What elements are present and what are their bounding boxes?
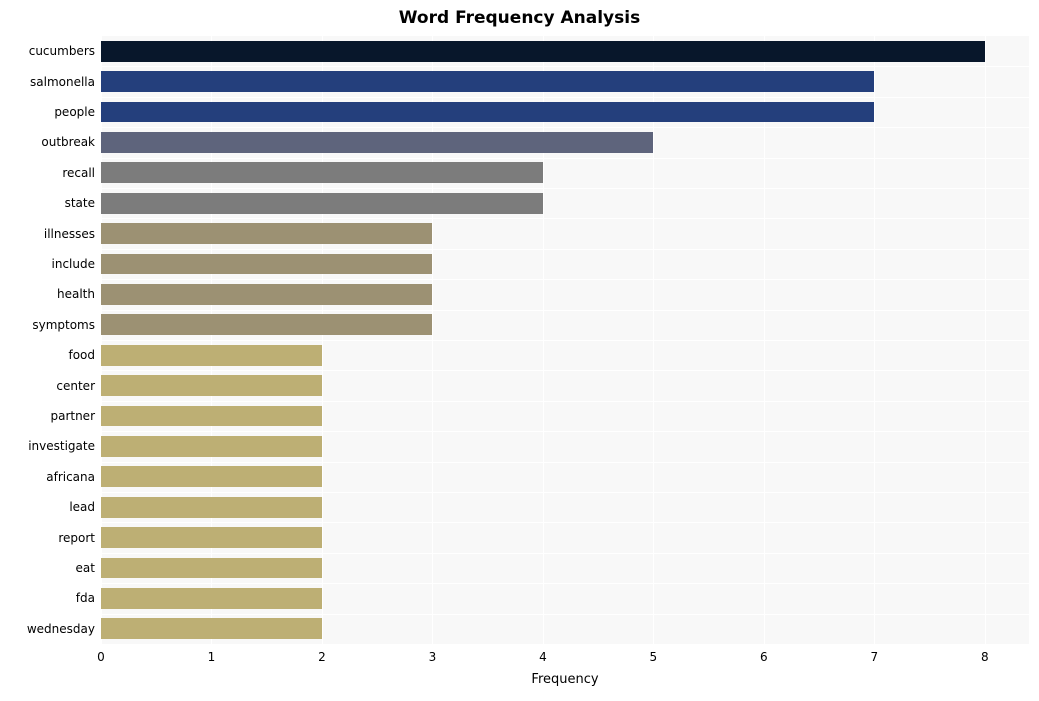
gridline-y (101, 583, 1029, 584)
y-tick: cucumbers (29, 44, 95, 58)
word-frequency-chart: Word Frequency Analysis Frequency 0 1 2 3 4 5… (0, 0, 1039, 701)
y-tick: people (54, 105, 95, 119)
x-tick: 1 (208, 650, 216, 664)
bar (101, 558, 322, 579)
gridline-y (101, 279, 1029, 280)
x-tick: 6 (760, 650, 768, 664)
gridline-y (101, 127, 1029, 128)
y-tick: food (68, 348, 95, 362)
y-tick: center (56, 379, 95, 393)
bar (101, 132, 653, 153)
x-tick: 7 (871, 650, 879, 664)
y-tick: salmonella (30, 75, 95, 89)
gridline-y (101, 158, 1029, 159)
gridline-y (101, 492, 1029, 493)
bar (101, 436, 322, 457)
bar (101, 618, 322, 639)
gridline-y (101, 218, 1029, 219)
bar (101, 41, 985, 62)
y-tick: eat (76, 561, 95, 575)
gridline-y (101, 310, 1029, 311)
bar (101, 162, 543, 183)
gridline-y (101, 522, 1029, 523)
x-tick: 0 (97, 650, 105, 664)
x-tick: 2 (318, 650, 326, 664)
bar (101, 314, 432, 335)
y-tick: partner (50, 409, 95, 423)
bar (101, 527, 322, 548)
gridline-y (101, 188, 1029, 189)
y-tick: africana (46, 470, 95, 484)
y-tick: investigate (28, 439, 95, 453)
bar (101, 345, 322, 366)
gridline-y (101, 370, 1029, 371)
y-tick: illnesses (44, 227, 95, 241)
y-tick: wednesday (27, 622, 95, 636)
bar (101, 466, 322, 487)
y-tick: state (65, 196, 95, 210)
x-tick: 3 (429, 650, 437, 664)
gridline-y (101, 97, 1029, 98)
gridline-y (101, 66, 1029, 67)
bar (101, 102, 874, 123)
x-tick: 5 (650, 650, 658, 664)
chart-title: Word Frequency Analysis (0, 8, 1039, 28)
x-tick: 4 (539, 650, 547, 664)
bar (101, 375, 322, 396)
y-tick: outbreak (41, 135, 95, 149)
y-tick: recall (62, 166, 95, 180)
x-tick: 8 (981, 650, 989, 664)
gridline-y (101, 401, 1029, 402)
y-tick: include (52, 257, 95, 271)
x-axis-label: Frequency (101, 672, 1029, 687)
gridline-y (101, 249, 1029, 250)
bar (101, 223, 432, 244)
y-tick: health (57, 287, 95, 301)
bar (101, 71, 874, 92)
gridline-y (101, 340, 1029, 341)
bar (101, 284, 432, 305)
y-tick: symptoms (32, 318, 95, 332)
gridline-y (101, 553, 1029, 554)
bar (101, 406, 322, 427)
bar (101, 254, 432, 275)
y-tick: lead (69, 500, 95, 514)
y-tick: report (58, 531, 95, 545)
gridline-y (101, 431, 1029, 432)
bar (101, 193, 543, 214)
y-tick: fda (76, 591, 95, 605)
gridline-y (101, 462, 1029, 463)
gridline-y (101, 614, 1029, 615)
bar (101, 588, 322, 609)
bar (101, 497, 322, 518)
plot-area (101, 36, 1029, 644)
